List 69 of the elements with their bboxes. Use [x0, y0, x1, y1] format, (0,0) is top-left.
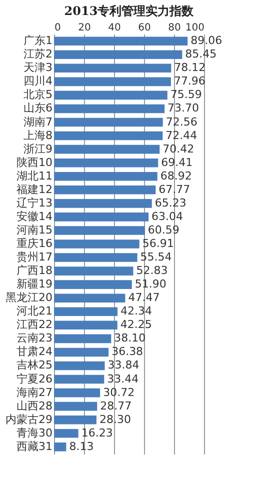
y-tick-label: 内蒙古29: [6, 412, 52, 426]
data-label: 47.47: [128, 291, 160, 304]
y-tick-label: 山西28: [16, 399, 52, 412]
y-tick-label: 贵州17: [16, 250, 52, 264]
y-tick-label: 广西18: [16, 264, 52, 278]
data-label: 72.44: [166, 128, 198, 142]
y-tick-label: 江苏2: [24, 48, 52, 61]
data-label: 89.06: [190, 34, 222, 48]
y-tick-label: 吉林25: [16, 358, 52, 372]
data-label: 56.91: [142, 237, 174, 250]
data-label: 73.70: [168, 102, 200, 115]
y-tick-label: 北京5: [24, 88, 52, 102]
y-tick-label: 河南15: [16, 223, 52, 236]
y-tick-label: 上海8: [24, 128, 52, 142]
data-label: 30.72: [103, 386, 135, 399]
data-label: 85.45: [185, 48, 217, 61]
y-tick-label: 四川4: [24, 74, 52, 88]
y-tick-label: 广东1: [24, 34, 52, 48]
data-label: 68.92: [160, 169, 192, 182]
data-label: 42.34: [120, 304, 152, 318]
y-tick-label: 黑龙江20: [6, 291, 52, 304]
y-tick-label: 重庆16: [16, 237, 52, 250]
data-label: 75.59: [170, 88, 202, 102]
x-tick-label: 40: [108, 22, 121, 34]
y-tick-label: 安徽14: [16, 210, 52, 223]
y-tick-label: 湖北11: [16, 169, 52, 182]
data-label: 60.59: [148, 223, 180, 236]
data-label: 51.90: [134, 278, 166, 291]
y-tick-label: 辽宁13: [16, 196, 52, 210]
x-tick-label: 20: [78, 22, 91, 34]
y-tick-label: 云南23: [16, 332, 52, 345]
data-label: 16.23: [81, 426, 113, 440]
y-tick-label: 江西22: [16, 318, 52, 332]
y-tick-label: 新疆19: [16, 278, 52, 291]
data-label: 70.42: [162, 142, 194, 156]
data-label: 36.38: [112, 345, 144, 358]
data-label: 28.77: [100, 399, 132, 412]
y-tick-label: 陕西10: [16, 156, 52, 169]
chart-title: 2013专利管理实力指数: [64, 4, 195, 18]
data-label: 8.13: [69, 440, 94, 453]
data-label: 38.10: [114, 332, 146, 345]
data-label: 63.04: [152, 210, 184, 223]
data-label: 67.77: [158, 182, 190, 196]
y-tick-label: 天津3: [24, 61, 52, 74]
data-label: 33.44: [107, 372, 139, 386]
data-label: 77.96: [174, 74, 206, 88]
x-tick-label: 60: [138, 22, 151, 34]
data-label: 55.54: [140, 250, 172, 264]
y-tick-label: 湖南7: [24, 115, 52, 128]
x-tick-label: 0: [54, 22, 61, 34]
data-label: 78.12: [174, 61, 206, 74]
y-tick-label: 西藏31: [16, 440, 52, 453]
y-tick-label: 河北21: [16, 304, 52, 318]
y-tick-label: 甘肃24: [16, 345, 52, 358]
y-tick-label: 福建12: [16, 182, 52, 196]
y-tick-label: 山东6: [24, 102, 52, 115]
y-tick-label: 宁夏26: [16, 372, 52, 386]
y-tick-label: 海南27: [16, 386, 52, 399]
y-tick-label: 青海30: [16, 426, 52, 440]
data-label: 28.30: [99, 412, 131, 426]
data-label: 69.41: [161, 156, 193, 169]
x-tick-label: 80: [168, 22, 181, 34]
x-tick-label: 100: [185, 22, 204, 34]
data-label: 33.84: [108, 358, 140, 372]
data-label: 72.56: [166, 115, 198, 128]
data-label: 65.23: [154, 196, 186, 210]
data-label: 42.25: [120, 318, 152, 332]
y-tick-label: 浙江9: [24, 142, 52, 156]
data-label: 52.83: [136, 264, 168, 278]
